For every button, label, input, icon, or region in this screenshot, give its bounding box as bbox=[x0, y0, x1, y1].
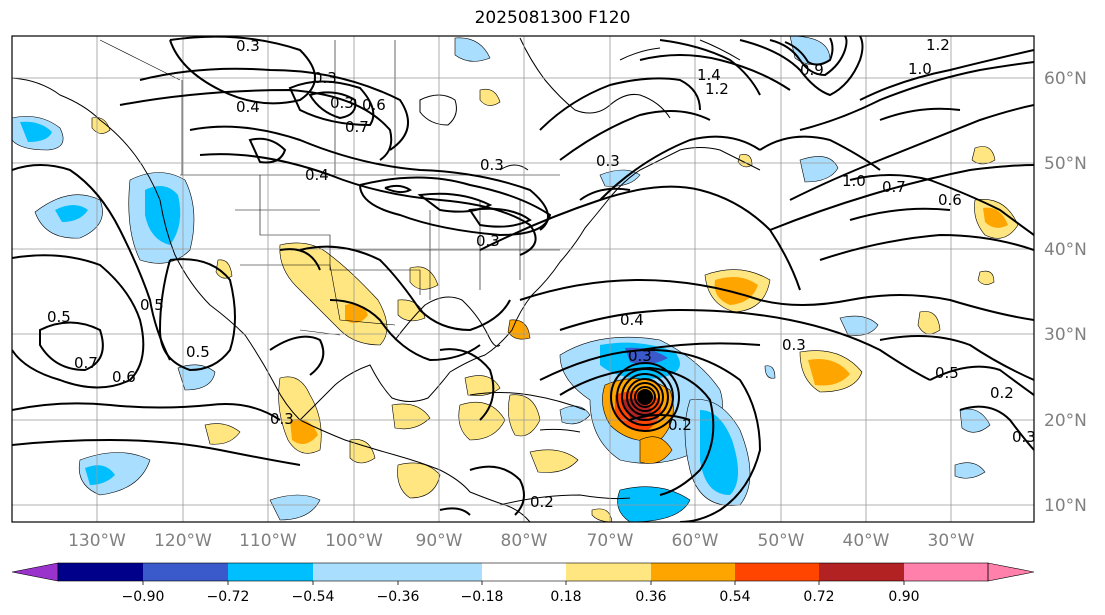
lat-label: 10°N bbox=[1044, 496, 1087, 516]
colorbar-tick: 0.36 bbox=[635, 589, 666, 605]
colorbar-tick: 0.54 bbox=[719, 589, 750, 605]
coastlines bbox=[12, 37, 761, 522]
lat-label: 40°N bbox=[1044, 240, 1087, 260]
contour-label: 0.4 bbox=[620, 311, 644, 329]
contour-label: 0.2 bbox=[990, 384, 1014, 402]
colorbar-tick: −0.54 bbox=[292, 589, 335, 605]
lat-label: 30°N bbox=[1044, 325, 1087, 345]
lon-label: 60°W bbox=[672, 531, 719, 551]
colorbar-segment bbox=[482, 563, 566, 581]
hurricane-contours bbox=[610, 362, 680, 432]
political-borders bbox=[99, 39, 560, 336]
contour-label: 0.3 bbox=[236, 37, 260, 55]
colorbar-segment bbox=[735, 563, 819, 581]
colorbar-segment bbox=[651, 563, 735, 581]
contour-label: 1.2 bbox=[926, 36, 950, 54]
lat-label: 60°N bbox=[1044, 69, 1087, 89]
contour-label: 0.9 bbox=[800, 61, 824, 79]
colorbar-tick: −0.36 bbox=[377, 589, 420, 605]
colorbar-extend-high bbox=[987, 562, 1035, 582]
contour-lines bbox=[12, 36, 1034, 522]
contour-label: 0.3 bbox=[480, 156, 504, 174]
lon-label: 80°W bbox=[501, 531, 548, 551]
contour-label: 0.2 bbox=[530, 493, 554, 511]
colorbar-tick: 0.72 bbox=[803, 589, 834, 605]
map-background bbox=[12, 36, 1034, 522]
contour-label: 0.3 bbox=[313, 69, 337, 87]
colorbar-segment bbox=[228, 563, 313, 581]
longitude-labels: 130°W 120°W 110°W 100°W 90°W 80°W 70°W 6… bbox=[68, 531, 975, 551]
contour-label: 0.6 bbox=[362, 96, 386, 114]
colorbar-tick: −0.90 bbox=[122, 589, 165, 605]
colorbar-segment bbox=[58, 563, 143, 581]
colorbar-extend-low bbox=[11, 562, 59, 582]
lon-label: 30°W bbox=[928, 531, 975, 551]
contour-label: 0.3 bbox=[782, 336, 806, 354]
lon-label: 110°W bbox=[239, 531, 297, 551]
contour-label: 0.6 bbox=[112, 368, 136, 386]
lon-label: 130°W bbox=[68, 531, 126, 551]
map-title: 2025081300 F120 bbox=[474, 8, 631, 28]
lat-label: 50°N bbox=[1044, 154, 1087, 174]
contour-label: 0.3 bbox=[270, 410, 294, 428]
contour-label: 0.4 bbox=[305, 166, 329, 184]
contour-label: 1.2 bbox=[705, 80, 729, 98]
contour-label: 0.2 bbox=[668, 416, 692, 434]
colorbar-tick: 0.90 bbox=[888, 589, 919, 605]
contour-label: 0.3 bbox=[596, 152, 620, 170]
hurricane-center bbox=[637, 389, 653, 405]
gridlines bbox=[12, 36, 1034, 522]
colorbar-segment bbox=[819, 563, 904, 581]
contour-label: 0.3 bbox=[476, 232, 500, 250]
colorbar-segment bbox=[904, 563, 988, 581]
contour-label: 1.0 bbox=[908, 60, 932, 78]
contour-label: 0.4 bbox=[236, 98, 260, 116]
contour-label: 1.4 bbox=[697, 66, 721, 84]
contour-label: 1.0 bbox=[842, 172, 866, 190]
colorbar-segment bbox=[143, 563, 228, 581]
contour-value-labels: 0.3 0.3 0.4 0.3 0.7 0.6 0.4 0.3 1.2 1.4 … bbox=[47, 36, 1036, 511]
lon-label: 70°W bbox=[587, 531, 634, 551]
latitude-labels: 60°N 50°N 40°N 30°N 20°N 10°N bbox=[1044, 69, 1087, 516]
contour-label: 0.3 bbox=[330, 94, 354, 112]
contour-label: 0.5 bbox=[140, 296, 164, 314]
contour-label: 0.7 bbox=[345, 118, 369, 136]
contour-label: 0.3 bbox=[628, 347, 652, 365]
contour-label: 0.7 bbox=[74, 354, 98, 372]
contour-label: 0.6 bbox=[938, 191, 962, 209]
colorbar-tick: −0.18 bbox=[461, 589, 504, 605]
map-area: 0.3 0.3 0.4 0.3 0.7 0.6 0.4 0.3 1.2 1.4 … bbox=[12, 36, 1036, 522]
colorbar-tick: 0.18 bbox=[550, 589, 581, 605]
lon-label: 40°W bbox=[843, 531, 890, 551]
lon-label: 100°W bbox=[325, 531, 383, 551]
contour-label: 0.5 bbox=[186, 343, 210, 361]
colorbar-segment bbox=[398, 563, 482, 581]
colorbar-segment bbox=[313, 563, 398, 581]
contour-label: 0.3 bbox=[1012, 428, 1036, 446]
lat-label: 20°N bbox=[1044, 411, 1087, 431]
contour-label: 0.5 bbox=[935, 364, 959, 382]
colorbar-tick: −0.72 bbox=[207, 589, 250, 605]
lon-label: 90°W bbox=[416, 531, 463, 551]
contour-label: 0.5 bbox=[47, 308, 71, 326]
lon-label: 120°W bbox=[154, 531, 212, 551]
contour-label: 0.7 bbox=[882, 178, 906, 196]
colorbar: −0.90 −0.72 −0.54 −0.36 −0.18 0.18 0.36 … bbox=[11, 562, 1035, 605]
colorbar-segment bbox=[566, 563, 651, 581]
map-frame bbox=[11, 35, 1035, 523]
lon-label: 50°W bbox=[758, 531, 805, 551]
